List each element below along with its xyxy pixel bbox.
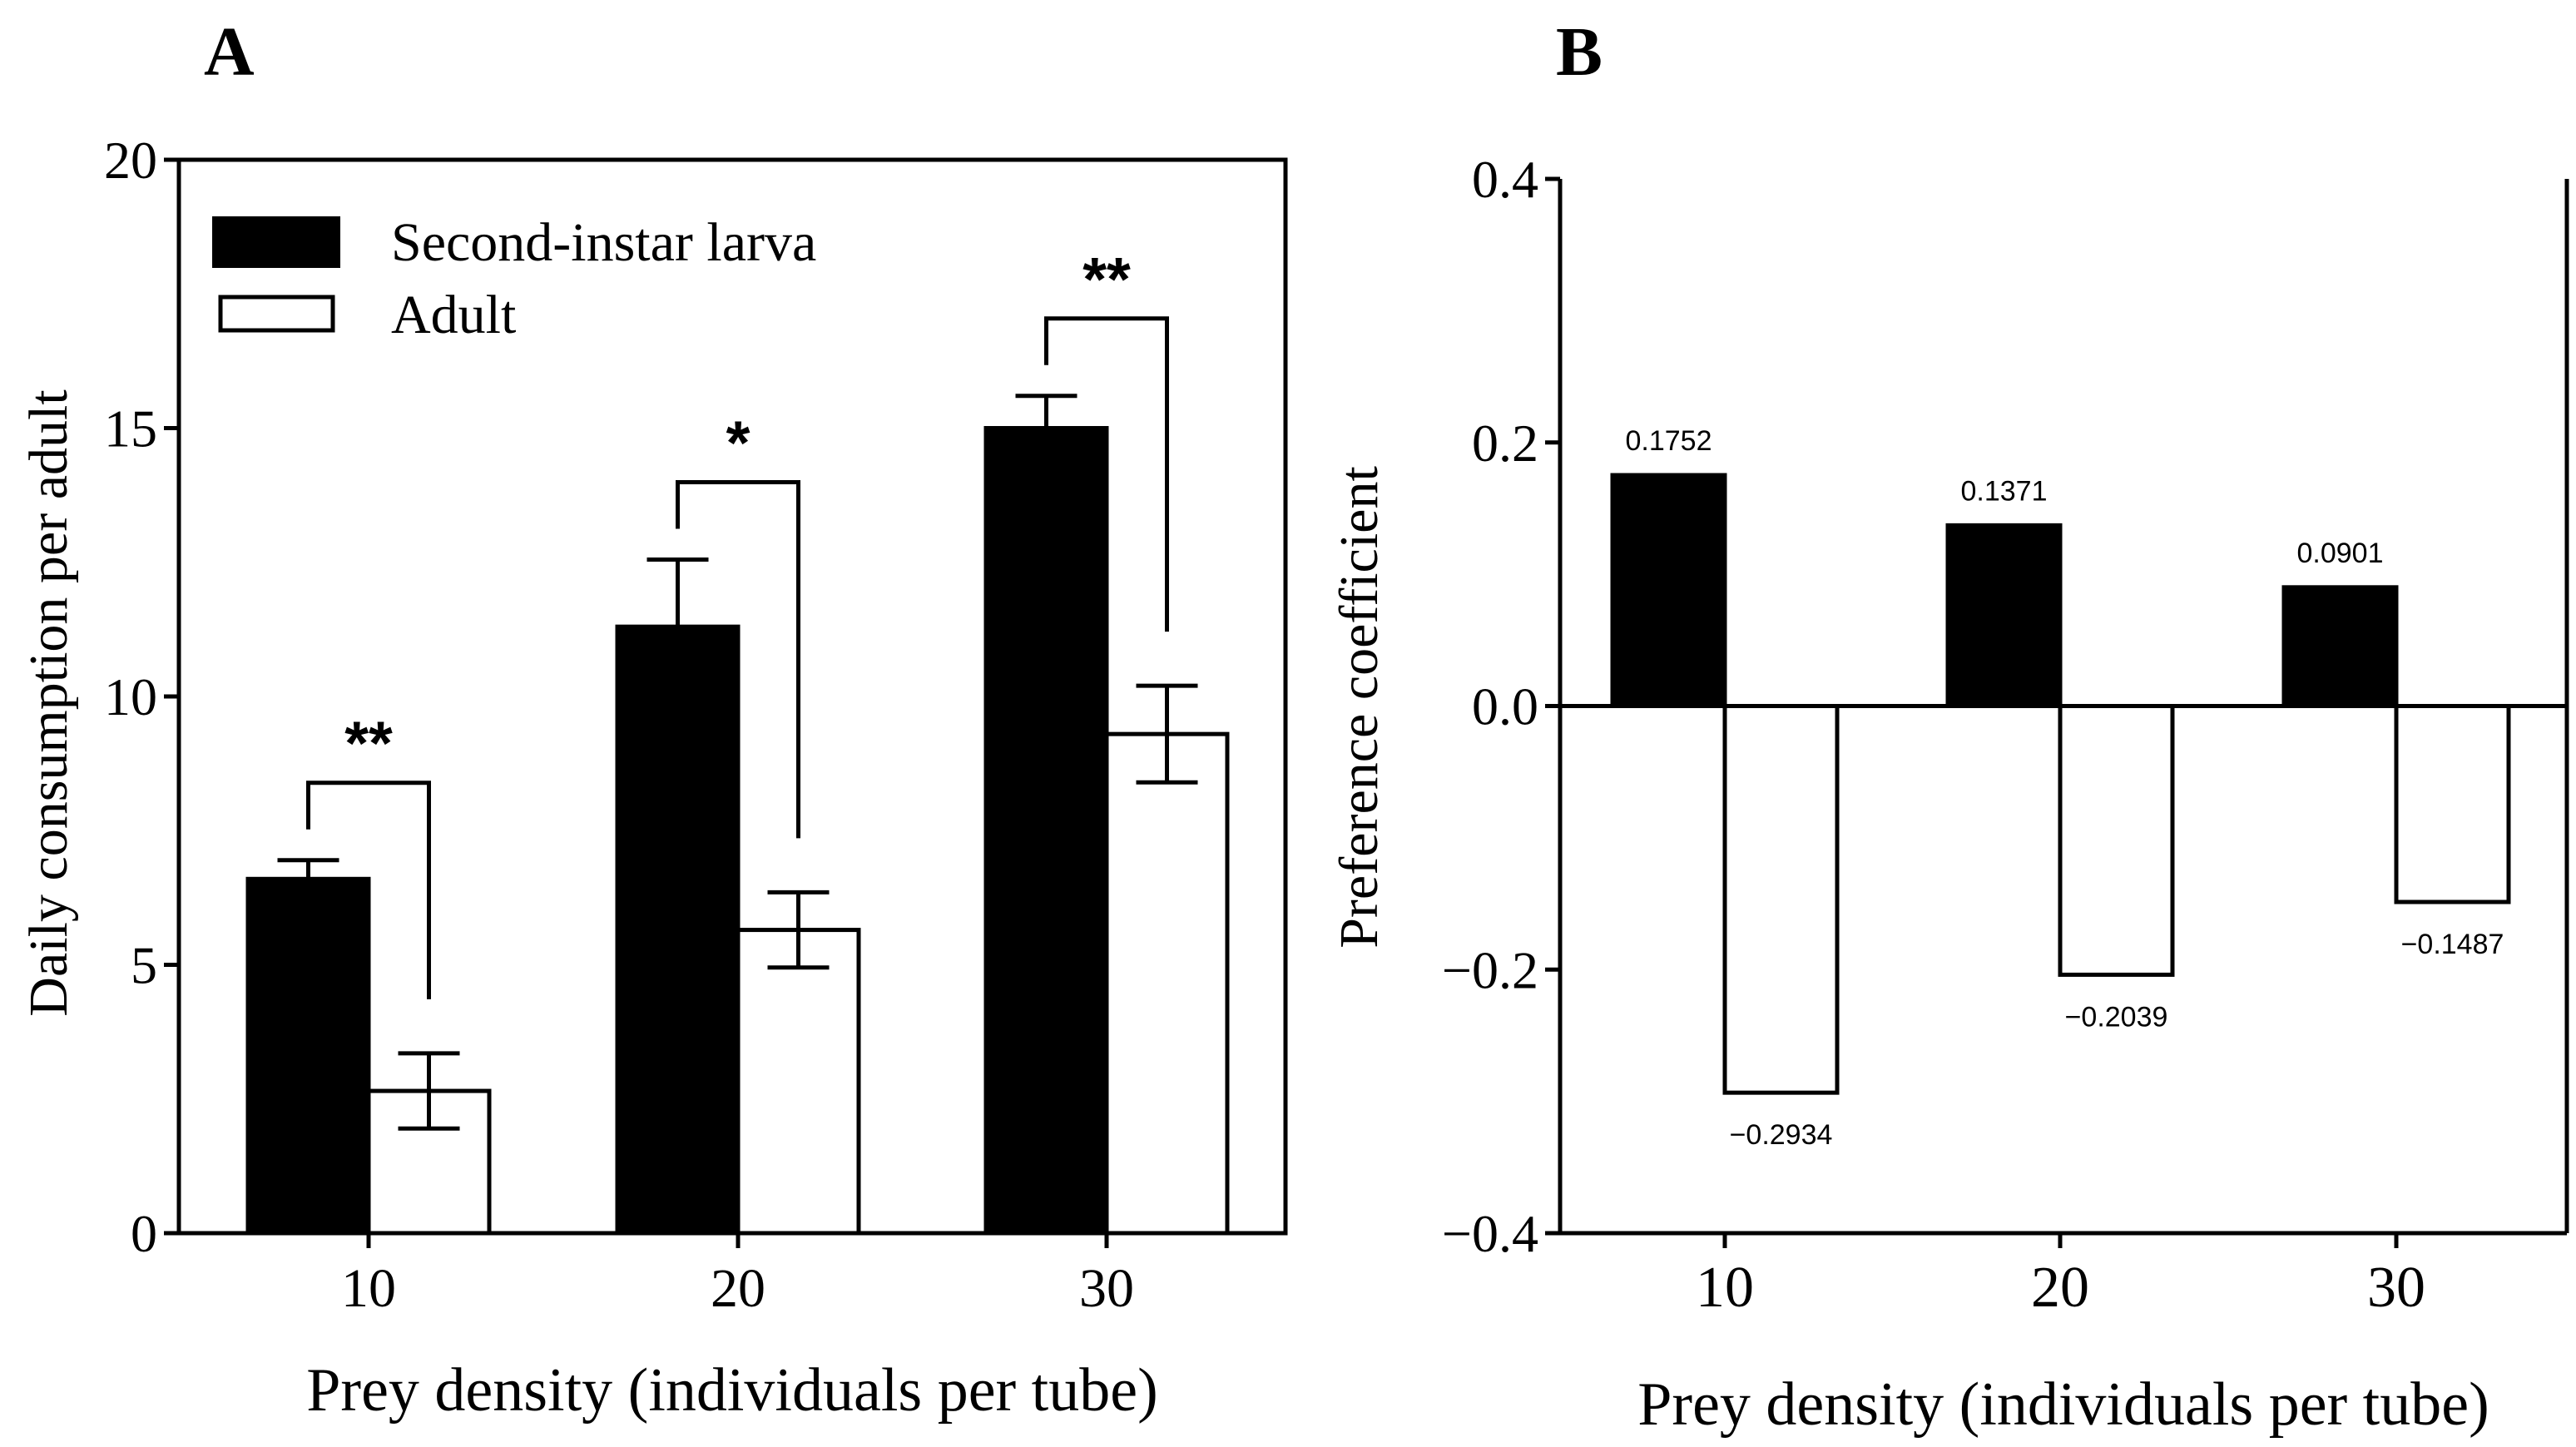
legend-label-larva: Second-instar larva (391, 212, 816, 273)
significance-marker: * (726, 409, 751, 478)
bar-adult (366, 1088, 492, 1236)
bar-adult (1104, 731, 1230, 1236)
x-tick-label-a: 10 (341, 1258, 396, 1319)
y-tick-label-b: −0.2 (1442, 940, 1538, 999)
x-axis-label-a: Prey density (individuals per tube) (306, 1356, 1157, 1425)
panel-b: B −0.4 −0.2 0.0 0.2 0.4 10 20 30 0.1752 −0.2934… (1329, 13, 2569, 1439)
bar-larva (245, 876, 371, 1236)
data-label-b: 0.1371 (1961, 475, 2048, 507)
significance-bracket (1044, 316, 1169, 632)
bar-adult (736, 928, 861, 1236)
bar-negative (1722, 704, 1840, 1095)
y-axis-ticks-a: 0 5 10 15 20 (104, 131, 179, 1263)
bars-b (1610, 473, 2511, 1095)
data-label-b: −0.2934 (1730, 1119, 1833, 1151)
significance-marker: ** (344, 709, 393, 778)
bar-negative (2394, 704, 2511, 904)
y-tick-label-b: 0.2 (1472, 414, 1538, 473)
bar-larva (983, 426, 1109, 1236)
data-label-b: 0.0901 (2297, 538, 2384, 569)
data-label-b: −0.2039 (2065, 1001, 2168, 1033)
data-label-b: −0.1487 (2401, 929, 2504, 960)
x-axis-ticks-b: 10 20 30 (1696, 1233, 2425, 1320)
bar-larva (615, 624, 741, 1236)
legend-a: Second-instar larva Adult (212, 212, 816, 345)
bar-positive (2281, 585, 2399, 709)
bar-positive (1610, 473, 1727, 708)
significance-bracket (306, 780, 431, 999)
y-tick-label-a: 20 (104, 131, 157, 190)
legend-swatch-adult (218, 295, 335, 333)
y-tick-label-a: 5 (131, 936, 157, 995)
x-tick-label-b: 30 (2367, 1256, 2425, 1320)
y-axis-label-a: Daily consumption per adult (18, 389, 79, 1016)
y-tick-label-a: 0 (131, 1204, 157, 1263)
x-axis-ticks-a: 10 20 30 (341, 1233, 1134, 1319)
x-tick-label-a: 30 (1079, 1258, 1134, 1319)
significance-brackets-a: ***** (306, 245, 1169, 999)
panel-label-b: B (1556, 13, 1603, 91)
error-bars-a (277, 394, 1198, 1131)
x-axis-label-b: Prey density (individuals per tube) (1637, 1370, 2489, 1439)
y-tick-label-a: 15 (104, 399, 157, 458)
x-tick-label-a: 20 (711, 1258, 765, 1319)
x-tick-label-b: 10 (1696, 1256, 1754, 1320)
bar-positive (1945, 523, 2063, 708)
x-tick-label-b: 20 (2031, 1256, 2089, 1320)
bar-negative (2058, 704, 2175, 977)
legend-swatch-larva (212, 216, 340, 268)
legend-label-adult: Adult (391, 285, 516, 345)
y-tick-label-a: 10 (104, 667, 157, 726)
panel-label-a: A (204, 13, 255, 91)
significance-bracket (676, 480, 800, 839)
significance-marker: ** (1082, 245, 1131, 314)
y-tick-label-b: 0.4 (1472, 150, 1538, 209)
y-axis-label-b: Preference coefficient (1329, 466, 1390, 949)
data-label-b: 0.1752 (1626, 425, 1712, 457)
data-labels-b: 0.1752 −0.2934 0.1371 −0.2039 0.0901 −0.1487 (1626, 425, 2504, 1151)
bars-a (245, 426, 1230, 1236)
y-tick-label-b: 0.0 (1472, 677, 1538, 736)
y-axis-ticks-b: −0.4 −0.2 0.0 0.2 0.4 (1442, 150, 1560, 1263)
y-tick-label-b: −0.4 (1442, 1204, 1538, 1263)
